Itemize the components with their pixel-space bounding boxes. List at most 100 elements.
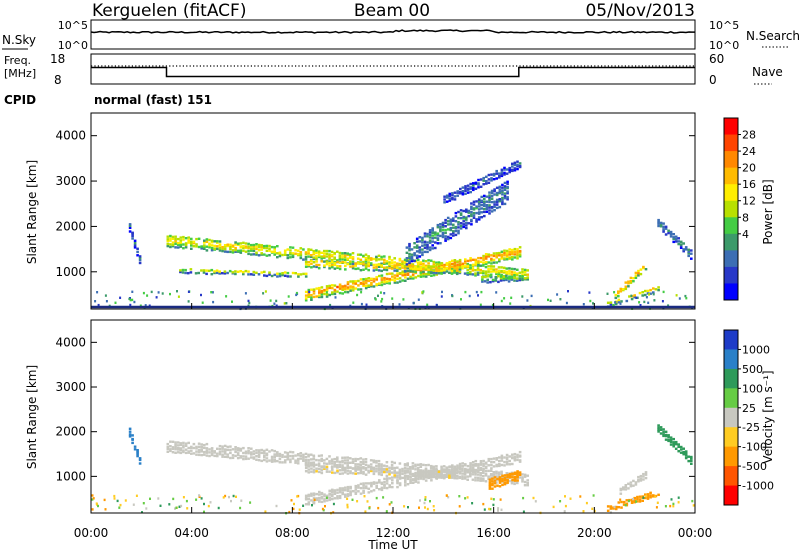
velocity-cell [508,455,511,458]
velocity-cell [205,449,209,452]
power-cell [328,260,331,263]
velocity-cell [229,451,232,455]
velocity-cell [200,445,203,449]
power-cell [273,273,277,277]
power-cell [351,265,355,268]
velocity-cell [92,497,95,500]
power-cell [179,241,183,244]
power-cell [641,291,644,294]
velocity-cell [526,484,529,487]
power-cell [662,290,665,294]
velocity-cell [338,496,342,500]
power-cell [307,255,310,258]
velocity-cell [625,504,629,507]
power-cell [155,296,158,299]
power-cell [462,209,465,213]
velocity-cell [448,471,451,475]
power-cell [674,235,678,238]
power-cell [487,273,490,276]
power-cell [479,303,482,306]
power-cell [268,247,271,250]
power-cell [203,244,206,247]
velocity-cell [490,463,493,467]
velocity-cell [490,467,493,470]
power-cell [472,182,475,185]
velocity-cell [500,454,504,457]
velocity-cell [182,441,185,445]
power-cell [687,250,690,253]
power-cell [423,232,427,235]
velocity-cell [419,465,423,468]
power-cell [338,261,342,264]
velocity-cell [221,453,224,456]
power-cell [192,242,196,245]
power-cell [269,299,272,302]
velocity-cell [328,489,331,492]
velocity-cell [169,449,172,453]
velocity-cell [333,461,336,464]
velocity-cell [523,475,527,478]
power-cell [325,249,329,253]
velocity-cell [466,471,470,474]
power-cell [318,286,321,290]
power-cell [205,269,208,272]
power-colorbar-swatch [724,134,738,152]
power-cell [401,272,404,275]
velocity-cell [476,479,480,482]
power-cell [398,262,402,266]
power-cell [310,288,313,291]
power-cell [637,274,640,277]
power-cell [475,205,478,208]
velocity-cell [500,463,504,467]
velocity-cell [312,497,316,500]
velocity-cell [522,496,525,500]
power-cell [482,179,485,182]
velocity-cell [333,489,337,492]
velocity-cell [203,450,206,454]
velocity-cell [224,494,227,498]
power-cell [362,280,365,284]
power-cell [297,273,300,276]
velocity-cell [383,486,386,490]
power-cell [503,192,507,195]
power-cell [488,204,491,207]
power-colorbar-swatch [724,233,738,251]
power-cell [449,228,453,232]
velocity-cell [187,450,190,453]
velocity-cell [318,490,321,494]
velocity-cell [131,434,134,437]
velocity-cell [682,450,685,454]
power-cell [456,264,459,267]
power-cell [444,228,447,232]
velocity-cell [368,507,371,510]
velocity-cell [639,477,643,480]
power-cell [487,268,490,271]
power-cell [255,243,258,246]
velocity-cell [406,467,409,470]
velocity-cell [218,450,222,454]
velocity-cell [197,442,201,445]
power-cell [511,165,514,168]
power-cell [423,250,427,254]
velocity-cell [343,462,347,465]
power-cell [508,272,511,275]
power-cell [464,258,467,261]
power-cell [435,272,438,275]
power-cell [283,302,286,305]
power-cell [502,269,506,273]
power-cell [263,246,266,250]
power-cell [349,285,352,288]
power-cell [138,256,142,260]
power-cell [417,298,420,301]
velocity-cell [424,473,428,476]
power-cell [428,248,432,252]
velocity-cell [437,473,441,476]
velocity-cell [518,471,522,474]
velocity-cell [614,505,618,509]
velocity-cell [174,441,177,444]
power-cell [493,203,496,206]
velocity-cell [482,467,485,471]
velocity-cell [263,454,266,457]
velocity-cell [414,471,417,475]
power-cell [244,269,248,273]
